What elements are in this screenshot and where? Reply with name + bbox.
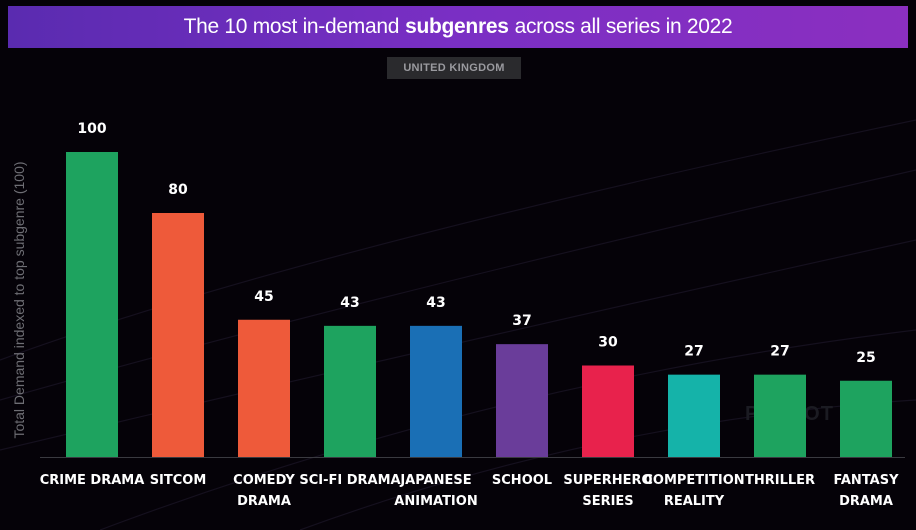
category-label-4: JAPANESE ANIMATION (394, 473, 477, 509)
title-suffix: across all series in 2022 (514, 15, 733, 38)
data-label-0: 100 (77, 121, 106, 137)
bar-1 (152, 213, 204, 457)
data-label-9: 25 (856, 350, 875, 366)
category-label-6: SUPERHERO SERIES (563, 473, 652, 509)
category-label-8: THRILLER (745, 473, 815, 488)
bar-0 (66, 152, 118, 457)
bar-4 (410, 325, 462, 457)
title-emphasis: subgenres (405, 15, 509, 38)
data-label-1: 80 (168, 182, 188, 198)
category-label-2: COMEDY DRAMA (233, 473, 295, 509)
data-label-8: 27 (770, 344, 789, 360)
data-label-4: 43 (426, 295, 445, 311)
category-label-3: SCI-FI DRAMA (299, 473, 400, 488)
category-label-5: SCHOOL (492, 473, 552, 488)
category-label-7: COMPETITION REALITY (643, 473, 744, 509)
category-label-1: SITCOM (150, 473, 207, 488)
data-label-5: 37 (512, 313, 531, 329)
data-label-7: 27 (684, 344, 703, 360)
bar-5 (496, 344, 548, 457)
category-label-9: FANTASY DRAMA (833, 473, 899, 509)
bar-2 (238, 319, 290, 457)
category-label-0: CRIME DRAMA (40, 473, 145, 488)
bar-7 (668, 374, 720, 457)
data-label-6: 30 (598, 335, 618, 351)
bar-8 (754, 374, 806, 457)
data-label-2: 45 (254, 289, 273, 305)
region-badge: UNITED KINGDOM (387, 57, 521, 79)
data-label-3: 43 (340, 295, 359, 311)
title-prefix: The 10 most in-demand (183, 15, 400, 38)
bar-3 (324, 325, 376, 457)
bar-6 (582, 365, 634, 457)
chart-title-bar: The 10 most in-demand subgenres across a… (8, 6, 908, 48)
bar-9 (840, 380, 892, 457)
